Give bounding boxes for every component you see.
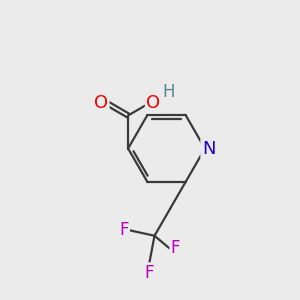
Text: F: F: [171, 239, 180, 257]
Text: O: O: [94, 94, 108, 112]
Text: O: O: [146, 94, 160, 112]
Text: F: F: [119, 221, 129, 239]
Text: H: H: [162, 83, 175, 101]
Text: N: N: [202, 140, 215, 158]
Text: F: F: [144, 264, 154, 282]
